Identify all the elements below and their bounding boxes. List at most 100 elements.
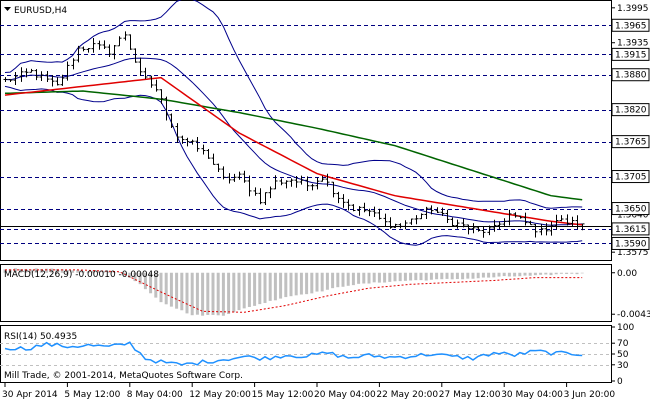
macd-histogram-bar: [555, 273, 558, 274]
macd-histogram-bar: [300, 273, 303, 295]
macd-histogram-bar: [180, 273, 183, 311]
symbol-title-text: EURUSD,H4: [14, 6, 67, 16]
time-axis-tick-label: 27 May 12:00: [439, 390, 501, 400]
macd-histogram-bar: [305, 273, 308, 294]
macd-panel[interactable]: 0.00 -0.0043 MACD(12,26,9) -0.00010 -0.00…: [1, 265, 650, 322]
macd-histogram-bar: [238, 273, 241, 310]
macd-histogram-bar: [466, 273, 469, 279]
macd-histogram-bar: [357, 273, 360, 284]
macd-histogram-bar: [274, 273, 277, 301]
macd-histogram-bar: [243, 273, 246, 309]
macd-histogram-bar: [388, 273, 391, 282]
macd-histogram-bar: [217, 273, 220, 316]
macd-histogram-bar: [222, 273, 225, 316]
time-axis-tick-label: 5 May 12:00: [64, 390, 120, 400]
level-price-label: 1.3820: [615, 106, 647, 116]
macd-histogram-bar: [581, 273, 584, 274]
macd-histogram-bar: [232, 273, 235, 313]
macd-histogram-bar: [550, 273, 553, 275]
macd-histogram-bar: [570, 273, 573, 274]
macd-histogram-bar: [518, 273, 521, 276]
rsi-axis-tick-label: 50: [617, 350, 629, 360]
rsi-axis-tick-label: 30: [617, 361, 629, 371]
macd-histogram-bar: [383, 273, 386, 283]
macd-histogram-bar: [487, 273, 490, 278]
time-axis-tick-label: 22 May 20:00: [376, 390, 438, 400]
macd-histogram-bar: [336, 273, 339, 287]
level-price-label: 1.3915: [615, 50, 647, 60]
level-price-label: 1.3650: [615, 205, 647, 215]
macd-axis-tick-label: -0.0043: [617, 310, 650, 320]
macd-histogram-bar: [165, 273, 168, 305]
macd-histogram-bar: [310, 273, 313, 294]
macd-histogram-bar: [404, 273, 407, 281]
macd-histogram-bar: [201, 273, 204, 316]
macd-histogram-bar: [420, 273, 423, 280]
price-axis: 1.39951.39351.38751.38151.37601.37001.36…: [611, 0, 650, 262]
macd-histogram-bar: [227, 273, 230, 314]
time-axis-tick-label: 30 May 04:00: [501, 390, 563, 400]
macd-histogram-bar: [472, 273, 475, 279]
time-axis-tick-label: 12 May 20:00: [189, 390, 251, 400]
macd-histogram-bar: [482, 273, 485, 278]
macd-histogram-bar: [425, 273, 428, 281]
macd-histogram-bar: [253, 273, 256, 306]
macd-histogram-bar: [316, 273, 319, 292]
macd-histogram-bar: [206, 273, 209, 315]
macd-histogram-bar: [331, 273, 334, 288]
level-price-label: 1.3965: [615, 21, 647, 31]
macd-histogram-bar: [295, 273, 298, 296]
macd-histogram-bar: [560, 273, 563, 274]
macd-histogram-bar: [576, 273, 579, 274]
macd-axis-tick-label: 0.00: [617, 269, 637, 279]
macd-histogram-bar: [279, 273, 282, 299]
level-price-label: 1.3590: [615, 239, 647, 249]
macd-histogram-bar: [461, 273, 464, 280]
macd-histogram-bar: [544, 273, 547, 275]
macd-histogram-bar: [160, 273, 163, 302]
macd-histogram-bar: [503, 273, 506, 276]
macd-histogram-bar: [258, 273, 261, 304]
price-axis-tick-label: 1.3995: [617, 4, 649, 14]
macd-histogram-bar: [373, 273, 376, 283]
macd-histogram-bar: [347, 273, 350, 286]
rsi-axis-tick-label: 100: [617, 323, 634, 333]
time-axis-tick-label: 8 May 04:00: [127, 390, 183, 400]
macd-histogram-bar: [539, 273, 542, 275]
macd-histogram-bar: [284, 273, 287, 297]
level-price-label: 1.3615: [615, 225, 647, 235]
time-axis-tick-label: 20 May 04:00: [314, 390, 376, 400]
macd-histogram-bar: [321, 273, 324, 292]
macd-histogram-bar: [399, 273, 402, 281]
macd-title: MACD(12,26,9) -0.00010 -0.00048: [4, 270, 159, 280]
macd-histogram-bar: [352, 273, 355, 285]
copyright-text: Mill Trade, © 2001-2014, MetaQuotes Soft…: [4, 371, 243, 381]
macd-histogram-bar: [170, 273, 173, 307]
macd-histogram-bar: [508, 273, 511, 277]
time-axis-tick-label: 30 Apr 2014: [2, 390, 58, 400]
level-price-label: 1.3705: [615, 173, 647, 183]
macd-histogram-bar: [456, 273, 459, 279]
macd-histogram-bar: [529, 273, 532, 276]
macd-histogram-bar: [326, 273, 329, 290]
macd-histogram-bar: [378, 273, 381, 283]
macd-histogram-bar: [534, 273, 537, 275]
level-price-label: 1.3880: [615, 71, 647, 81]
macd-histogram-bar: [414, 273, 417, 280]
price-panel-frame: [1, 1, 612, 261]
rsi-title: RSI(14) 50.4935: [4, 332, 77, 342]
symbol-title: EURUSD,H4: [4, 6, 67, 16]
macd-histogram-bar: [451, 273, 454, 280]
macd-histogram-bar: [212, 273, 215, 315]
macd-histogram-bar: [290, 273, 293, 296]
macd-histogram-bar: [175, 273, 178, 309]
rsi-axis-tick-label: 70: [617, 339, 629, 349]
macd-histogram-bar: [565, 273, 568, 274]
macd-histogram-bar: [248, 273, 251, 307]
price-panel[interactable]: 1.39951.39351.38751.38151.37601.37001.36…: [0, 0, 650, 262]
price-axis-tick-label: 1.3935: [617, 39, 649, 49]
macd-histogram-bar: [513, 273, 516, 277]
